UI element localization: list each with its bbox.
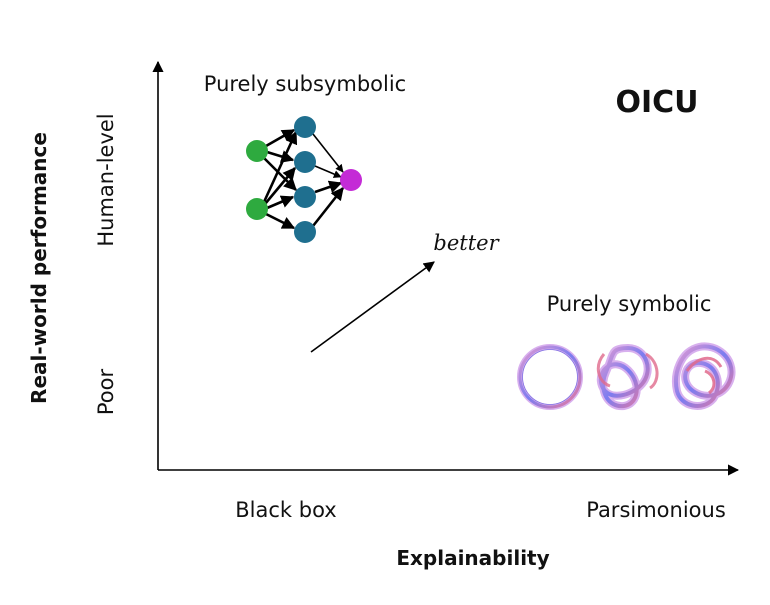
figure-eight-knot-icon: [672, 342, 736, 410]
hidden-node: [294, 151, 316, 173]
x-tick-parsimonious: Parsimonious: [586, 498, 726, 522]
axes: [152, 60, 740, 476]
output-node: [340, 169, 362, 191]
input-node: [246, 140, 268, 162]
hidden-node: [294, 186, 316, 208]
better-arrow: [310, 261, 435, 353]
y-tick-poor: Poor: [94, 369, 118, 416]
x-axis-label: Explainability: [396, 546, 549, 570]
unknot-icon: [517, 344, 583, 410]
trefoil-knot-icon: [596, 344, 659, 411]
hidden-node: [294, 221, 316, 243]
y-tick-human-level: Human-level: [94, 113, 118, 246]
y-axis-label: Real-world performance: [27, 132, 51, 404]
subsymbolic-label: Purely subsymbolic: [204, 72, 406, 96]
corner-label: OICU: [615, 85, 698, 120]
better-label: better: [433, 231, 500, 255]
input-node: [246, 198, 268, 220]
x-tick-black-box: Black box: [235, 498, 336, 522]
hidden-node: [294, 116, 316, 138]
neural-network-icon: [246, 116, 362, 243]
symbolic-label: Purely symbolic: [547, 292, 712, 316]
